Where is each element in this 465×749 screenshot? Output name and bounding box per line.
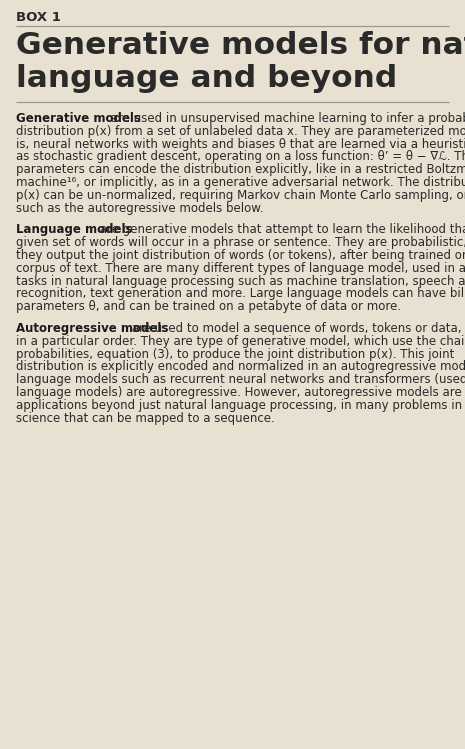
Text: are used in unsupervised machine learning to infer a probability: are used in unsupervised machine learnin… xyxy=(107,112,465,125)
Text: parameters can encode the distribution explicitly, like in a restricted Boltzman: parameters can encode the distribution e… xyxy=(16,163,465,176)
Text: such as the autoregressive models below.: such as the autoregressive models below. xyxy=(16,201,264,215)
Text: BOX 1: BOX 1 xyxy=(16,11,61,24)
Text: distribution is explicitly encoded and normalized in an autogregressive model. M: distribution is explicitly encoded and n… xyxy=(16,360,465,374)
Text: in a particular order. They are type of generative model, which use the chain ru: in a particular order. They are type of … xyxy=(16,335,465,348)
Text: parameters θ, and can be trained on a petabyte of data or more.: parameters θ, and can be trained on a pe… xyxy=(16,300,401,313)
Text: language and beyond: language and beyond xyxy=(16,64,397,93)
Text: they output the joint distribution of words (or tokens), after being trained on : they output the joint distribution of wo… xyxy=(16,249,465,262)
Text: language models such as recurrent neural networks and transformers (used in larg: language models such as recurrent neural… xyxy=(16,373,465,386)
Text: Autoregressive models: Autoregressive models xyxy=(16,322,168,335)
Text: machine¹⁶, or implicitly, as in a generative adversarial network. The distributi: machine¹⁶, or implicitly, as in a genera… xyxy=(16,176,465,189)
Text: are used to model a sequence of words, tokens or data, arranged: are used to model a sequence of words, t… xyxy=(128,322,465,335)
Text: corpus of text. There are many different types of language model, used in a vari: corpus of text. There are many different… xyxy=(16,262,465,275)
Text: are generative models that attempt to learn the likelihood that a: are generative models that attempt to le… xyxy=(96,223,465,237)
Text: given set of words will occur in a phrase or sentence. They are probabilistic, i: given set of words will occur in a phras… xyxy=(16,236,465,249)
Text: tasks in natural language processing such as machine translation, speech and tex: tasks in natural language processing suc… xyxy=(16,275,465,288)
Text: is, neural networks with weights and biases θ that are learned via a heuristic, : is, neural networks with weights and bia… xyxy=(16,138,465,151)
Text: as stochastic gradient descent, operating on a loss function: θ’ = θ − ∇ℒ. The: as stochastic gradient descent, operatin… xyxy=(16,151,465,163)
Text: recognition, text generation and more. Large language models can have billions o: recognition, text generation and more. L… xyxy=(16,288,465,300)
Text: Language models: Language models xyxy=(16,223,133,237)
Text: science that can be mapped to a sequence.: science that can be mapped to a sequence… xyxy=(16,412,275,425)
Text: Generative models for natural: Generative models for natural xyxy=(16,31,465,60)
Text: probabilities, equation (3), to produce the joint distribution p(x). This joint: probabilities, equation (3), to produce … xyxy=(16,348,454,360)
Text: applications beyond just natural language processing, in many problems in math a: applications beyond just natural languag… xyxy=(16,398,465,412)
Text: language models) are autoregressive. However, autoregressive models are useful i: language models) are autoregressive. How… xyxy=(16,386,465,399)
Text: distribution p(x) from a set of unlabeled data x. They are parameterized models,: distribution p(x) from a set of unlabele… xyxy=(16,125,465,138)
Text: Generative models: Generative models xyxy=(16,112,141,125)
Text: p(x) can be un-normalized, requiring Markov chain Monte Carlo sampling, or norma: p(x) can be un-normalized, requiring Mar… xyxy=(16,189,465,201)
